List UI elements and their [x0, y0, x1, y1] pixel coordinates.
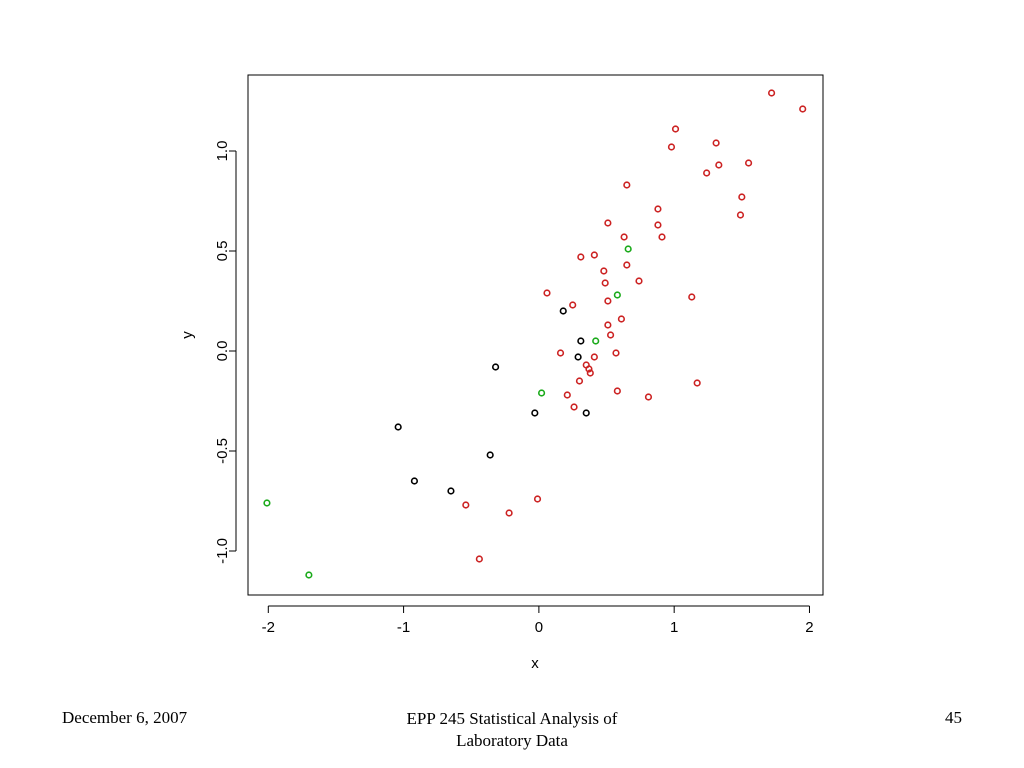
footer-title-line-1: EPP 245 Statistical Analysis of — [406, 709, 618, 728]
data-point — [736, 211, 745, 219]
data-point — [667, 143, 676, 151]
data-point — [624, 245, 632, 253]
data-point — [592, 337, 600, 345]
footer-title-line-2: Laboratory Data — [456, 731, 568, 750]
x-axis: -2 -1 0 1 2 — [262, 605, 814, 636]
data-point — [671, 125, 680, 133]
data-point — [263, 499, 271, 507]
slide-footer: December 6, 2007 EPP 245 Statistical Ana… — [0, 706, 1024, 766]
data-point — [569, 301, 577, 309]
data-point — [570, 403, 578, 411]
y-tick-label: 1.0 — [214, 141, 231, 162]
data-point — [604, 297, 612, 305]
data-point — [738, 193, 746, 201]
data-point — [556, 349, 565, 357]
data-point — [613, 291, 621, 299]
data-point — [582, 409, 590, 417]
data-point — [577, 253, 585, 261]
scatter-plot: -2 -1 0 1 2 -1.0 -0.5 0.0 0.5 1.0 x y — [179, 74, 824, 672]
data-point — [305, 571, 313, 579]
y-tick-label: 0.5 — [214, 241, 231, 262]
data-points — [263, 89, 807, 579]
data-point — [623, 261, 631, 269]
data-point — [644, 393, 653, 401]
page-number: 45 — [945, 708, 962, 727]
y-tick-label: -0.5 — [214, 438, 231, 464]
data-point — [491, 363, 500, 371]
data-point — [577, 337, 585, 345]
data-point — [410, 477, 419, 485]
data-point — [601, 279, 609, 287]
data-point — [590, 251, 598, 259]
data-point — [462, 501, 470, 509]
y-axis: -1.0 -0.5 0.0 0.5 1.0 — [214, 141, 237, 564]
data-point — [604, 321, 612, 329]
data-point — [590, 353, 598, 361]
data-point — [537, 389, 546, 397]
x-axis-label: x — [531, 655, 539, 672]
data-point — [475, 555, 483, 563]
data-point — [715, 161, 723, 169]
data-point — [574, 353, 582, 361]
x-tick-label: -2 — [262, 619, 275, 636]
x-tick-label: 0 — [535, 619, 543, 636]
data-point — [654, 221, 662, 229]
data-point — [620, 233, 628, 241]
data-point — [703, 169, 711, 177]
data-point — [575, 377, 584, 385]
data-point — [505, 509, 513, 517]
data-point — [635, 277, 643, 285]
data-point — [486, 451, 494, 459]
y-axis-label: y — [179, 331, 196, 339]
data-point — [606, 331, 615, 339]
data-point — [799, 105, 807, 113]
data-point — [447, 487, 455, 495]
data-point — [531, 409, 539, 417]
data-point — [693, 379, 701, 387]
x-tick-label: -1 — [397, 619, 410, 636]
data-point — [586, 369, 594, 377]
data-point — [612, 349, 620, 357]
x-tick-label: 1 — [670, 619, 678, 636]
footer-date: December 6, 2007 — [62, 708, 188, 727]
data-point — [543, 289, 551, 297]
data-point — [617, 315, 626, 323]
y-tick-label: -1.0 — [214, 538, 231, 564]
data-point — [613, 387, 621, 395]
data-point — [688, 293, 696, 301]
data-point — [623, 181, 631, 189]
data-point — [533, 495, 542, 503]
data-point — [744, 159, 753, 167]
data-point — [654, 205, 662, 213]
data-point — [563, 391, 571, 399]
y-tick-label: 0.0 — [214, 341, 231, 362]
data-point — [604, 219, 612, 227]
data-point — [600, 267, 608, 275]
footer-title: EPP 245 Statistical Analysis of Laborato… — [362, 708, 662, 752]
data-point — [767, 89, 776, 97]
x-tick-label: 2 — [805, 619, 813, 636]
data-point — [559, 307, 567, 315]
data-point — [394, 423, 402, 431]
data-point — [585, 365, 593, 373]
data-point — [712, 139, 720, 147]
data-point — [658, 233, 666, 241]
plot-frame — [247, 74, 824, 596]
